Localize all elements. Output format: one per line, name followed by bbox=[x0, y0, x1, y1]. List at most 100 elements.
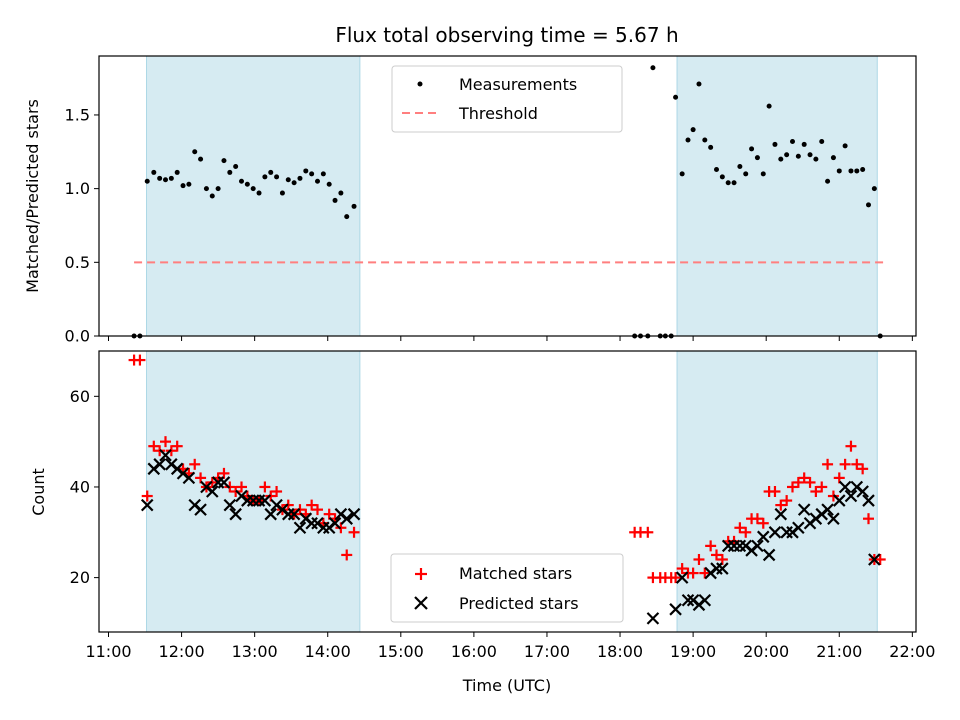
matched-point-65 bbox=[787, 481, 798, 493]
matched-point-5 bbox=[160, 436, 171, 448]
measurement-point-52 bbox=[714, 166, 719, 172]
measurement-point-24 bbox=[274, 174, 280, 180]
predicted-point-51 bbox=[751, 539, 764, 553]
measurement-point-13 bbox=[209, 193, 215, 199]
matched-point-63 bbox=[775, 499, 787, 511]
bottom-x-tick-label-7: 18:00 bbox=[597, 642, 643, 661]
matched-point-22 bbox=[259, 481, 271, 493]
matched-point-37 bbox=[348, 526, 360, 538]
measurement-point-64 bbox=[784, 152, 790, 158]
measurement-point-70 bbox=[819, 138, 825, 144]
matched-point-10 bbox=[189, 458, 201, 470]
matched-point-1 bbox=[134, 354, 146, 366]
predicted-point-55 bbox=[774, 507, 788, 521]
measurement-point-53 bbox=[719, 174, 725, 180]
matched-point-64 bbox=[781, 495, 793, 507]
measurement-point-35 bbox=[338, 190, 344, 196]
bottom-legend-box bbox=[390, 553, 624, 623]
matched-point-24 bbox=[271, 486, 283, 497]
matched-point-70 bbox=[816, 481, 828, 493]
matched-point-52 bbox=[711, 549, 722, 561]
bottom-y-tick-label-1: 40 bbox=[70, 477, 90, 496]
matched-point-53 bbox=[716, 553, 728, 565]
legend-predicted-label: Predicted stars bbox=[459, 594, 579, 613]
measurement-point-37 bbox=[351, 203, 357, 209]
predicted-point-21 bbox=[264, 507, 278, 521]
measurement-point-22 bbox=[262, 174, 268, 180]
matched-point-69 bbox=[810, 486, 822, 497]
predicted-point-59 bbox=[797, 503, 811, 516]
measurement-point-65 bbox=[790, 138, 795, 144]
predicted-point-67 bbox=[844, 489, 858, 503]
measurement-point-78 bbox=[866, 202, 871, 208]
matched-point-2 bbox=[141, 490, 153, 502]
measurement-point-25 bbox=[279, 190, 285, 196]
bottom-x-tick-label-9: 20:00 bbox=[743, 642, 789, 661]
legend-measurements-label: Measurements bbox=[459, 75, 577, 94]
measurement-point-62 bbox=[772, 141, 778, 147]
predicted-point-0 bbox=[140, 498, 154, 512]
measurement-point-68 bbox=[807, 152, 813, 158]
predicted-point-13 bbox=[217, 476, 231, 489]
measurement-point-2 bbox=[144, 178, 150, 184]
matched-point-18 bbox=[236, 481, 247, 493]
matched-point-7 bbox=[171, 440, 183, 452]
matched-point-46 bbox=[676, 563, 688, 575]
top-legend-box bbox=[391, 65, 623, 133]
legend-predicted-marker bbox=[414, 596, 428, 610]
measurement-point-48 bbox=[690, 127, 696, 133]
measurement-point-79 bbox=[871, 186, 877, 192]
matched-point-80 bbox=[874, 553, 886, 565]
matched-point-51 bbox=[705, 540, 717, 552]
predicted-point-58 bbox=[792, 521, 805, 535]
measurement-point-54 bbox=[725, 180, 731, 186]
measurement-point-30 bbox=[309, 171, 315, 177]
measurement-point-29 bbox=[303, 168, 309, 174]
predicted-point-42 bbox=[698, 593, 712, 607]
bottom-x-tick-label-0: 11:00 bbox=[85, 642, 131, 661]
measurement-point-17 bbox=[233, 164, 239, 170]
top-y-ticks: 0.0 0.5 1.0 1.5 bbox=[65, 105, 99, 346]
bottom-x-tick-label-4: 15:00 bbox=[378, 642, 424, 661]
predicted-point-52 bbox=[756, 530, 770, 544]
bottom-x-tick-label-5: 16:00 bbox=[451, 642, 497, 661]
measurement-point-61 bbox=[766, 103, 772, 109]
measurement-point-47 bbox=[685, 137, 691, 143]
measurement-point-19 bbox=[244, 181, 250, 187]
matched-point-62 bbox=[769, 486, 781, 497]
matched-point-11 bbox=[195, 472, 207, 484]
chart-title: Flux total observing time = 5.67 h bbox=[335, 23, 678, 47]
bottom-x-tick-label-1: 12:00 bbox=[159, 642, 205, 661]
predicted-stars-points bbox=[140, 448, 881, 625]
measurement-point-12 bbox=[203, 186, 209, 192]
predicted-point-69 bbox=[856, 485, 869, 498]
predicted-point-65 bbox=[832, 494, 846, 507]
matched-point-36 bbox=[341, 549, 353, 561]
bottom-x-tick-label-8: 19:00 bbox=[670, 642, 716, 661]
bottom-y-tick-label-0: 20 bbox=[70, 568, 90, 587]
matched-point-77 bbox=[857, 463, 869, 475]
measurement-point-3 bbox=[151, 169, 157, 175]
legend-matched-label: Matched stars bbox=[459, 564, 572, 583]
bottom-x-ticks: 11:00 12:00 13:00 14:00 15:00 16:00 17:00 18:00… bbox=[85, 632, 935, 661]
measurement-point-26 bbox=[285, 177, 291, 183]
predicted-point-37 bbox=[669, 603, 682, 616]
predicted-point-70 bbox=[862, 494, 875, 507]
bottom-x-tick-label-6: 17:00 bbox=[524, 642, 570, 661]
matched-point-78 bbox=[863, 513, 874, 525]
predicted-point-66 bbox=[838, 480, 852, 494]
measurement-point-41 bbox=[650, 65, 656, 71]
measurement-point-59 bbox=[754, 155, 760, 161]
measurement-point-11 bbox=[198, 156, 204, 162]
measurement-point-57 bbox=[743, 171, 749, 177]
bottom-shaded-bands bbox=[146, 350, 878, 633]
legend-matched-marker bbox=[415, 568, 427, 580]
measurement-point-75 bbox=[848, 168, 854, 174]
matched-point-75 bbox=[845, 440, 857, 452]
matched-point-60 bbox=[757, 517, 769, 529]
bottom-x-tick-label-11: 22:00 bbox=[889, 642, 935, 661]
measurement-point-51 bbox=[708, 144, 714, 150]
predicted-point-3 bbox=[159, 448, 172, 462]
top-plot-frame bbox=[98, 55, 917, 337]
measurement-point-76 bbox=[854, 168, 860, 174]
